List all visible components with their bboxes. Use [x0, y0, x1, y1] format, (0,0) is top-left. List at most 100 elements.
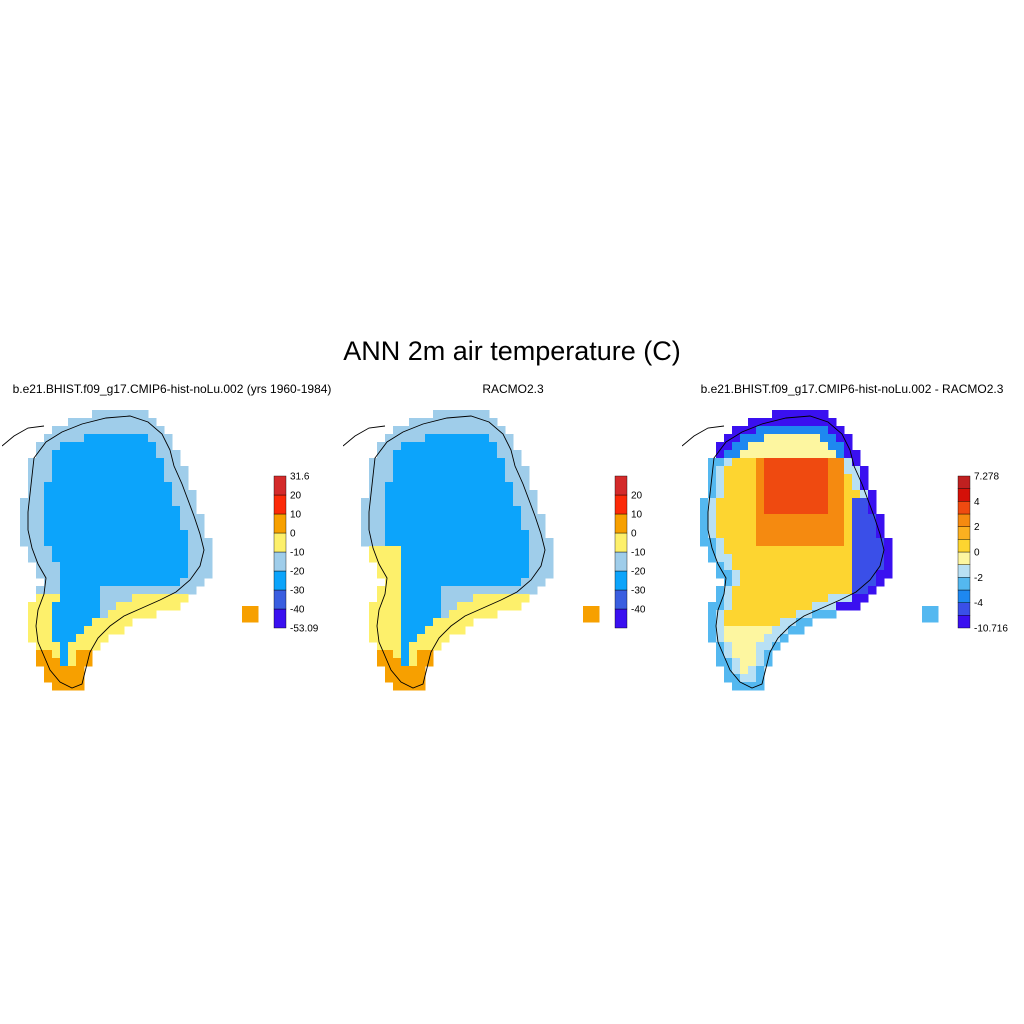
- grid-cell: [377, 466, 386, 475]
- grid-cell: [172, 530, 181, 539]
- grid-cell: [433, 634, 442, 643]
- grid-cell: [433, 506, 442, 515]
- grid-cell: [84, 594, 93, 603]
- grid-cell: [188, 490, 197, 499]
- grid-cell: [724, 450, 733, 459]
- grid-cell: [92, 530, 101, 539]
- grid-cell: [180, 546, 189, 555]
- grid-cell: [140, 450, 149, 459]
- grid-cell: [28, 530, 37, 539]
- grid-cell: [780, 578, 789, 587]
- grid-cell: [76, 546, 85, 555]
- grid-cell: [100, 562, 109, 571]
- grid-cell: [457, 514, 466, 523]
- grid-cell: [836, 466, 845, 475]
- grid-cell: [521, 522, 530, 531]
- grid-cell: [820, 586, 829, 595]
- grid-cell: [377, 458, 386, 467]
- grid-cell: [433, 498, 442, 507]
- grid-cell: [930, 606, 939, 615]
- grid-cell: [489, 482, 498, 491]
- grid-cell: [828, 482, 837, 491]
- grid-cell: [465, 426, 474, 435]
- colorbar-label: 2: [974, 522, 980, 533]
- grid-cell: [740, 682, 749, 691]
- grid-cell: [836, 578, 845, 587]
- grid-cell: [537, 570, 546, 579]
- grid-cell: [401, 674, 410, 683]
- grid-cell: [449, 490, 458, 499]
- panel-title-obs: RACMO2.3: [482, 382, 544, 396]
- grid-cell: [441, 562, 450, 571]
- grid-cell: [764, 626, 773, 635]
- grid-cell: [385, 458, 394, 467]
- grid-cell: [860, 482, 869, 491]
- grid-cell: [44, 618, 53, 627]
- colorbar-swatch: [614, 551, 628, 572]
- grid-cell: [172, 498, 181, 507]
- grid-cell: [788, 554, 797, 563]
- grid-cell: [812, 514, 821, 523]
- grid-cell: [68, 442, 77, 451]
- grid-cell: [489, 602, 498, 611]
- grid-cell: [836, 442, 845, 451]
- grid-cell: [68, 594, 77, 603]
- grid-cell: [180, 514, 189, 523]
- grid-cell: [369, 498, 378, 507]
- grid-cell: [740, 434, 749, 443]
- grid-cell: [132, 498, 141, 507]
- grid-cell: [188, 562, 197, 571]
- grid-cell: [28, 554, 37, 563]
- grid-cell: [449, 418, 458, 427]
- grid-cell: [100, 506, 109, 515]
- grid-cell: [60, 594, 69, 603]
- grid-cell: [385, 490, 394, 499]
- grid-cell: [76, 626, 85, 635]
- grid-cell: [20, 514, 29, 523]
- grid-cell: [100, 634, 109, 643]
- grid-cell: [844, 586, 853, 595]
- grid-cell: [92, 458, 101, 467]
- grid-cell: [489, 434, 498, 443]
- grid-cell: [457, 498, 466, 507]
- grid-cell: [489, 538, 498, 547]
- grid-cell: [804, 514, 813, 523]
- grid-cell: [132, 410, 141, 419]
- grid-cell: [60, 554, 69, 563]
- grid-cell: [732, 474, 741, 483]
- grid-cell: [780, 410, 789, 419]
- grid-cell: [393, 458, 402, 467]
- grid-cell: [724, 586, 733, 595]
- colorbar-label: -10.716: [974, 624, 1008, 635]
- grid-cell: [433, 530, 442, 539]
- grid-cell: [401, 434, 410, 443]
- grid-cell: [772, 434, 781, 443]
- grid-cell: [108, 466, 117, 475]
- grid-cell: [68, 634, 77, 643]
- grid-cell: [417, 642, 426, 651]
- grid-cell: [716, 562, 725, 571]
- grid-cell: [788, 586, 797, 595]
- grid-cell: [84, 506, 93, 515]
- grid-cell: [92, 602, 101, 611]
- grid-cell: [369, 522, 378, 531]
- grid-cell: [124, 450, 133, 459]
- grid-cell: [489, 442, 498, 451]
- colorbar-swatch: [957, 501, 971, 515]
- grid-cell: [393, 466, 402, 475]
- grid-cell: [852, 522, 861, 531]
- grid-cell: [84, 474, 93, 483]
- grid-cell: [425, 474, 434, 483]
- grid-cell: [529, 538, 538, 547]
- coastline: [27, 415, 205, 689]
- grid-cell: [788, 490, 797, 499]
- grid-cell: [732, 538, 741, 547]
- grid-cell: [481, 410, 490, 419]
- grid-cell: [804, 490, 813, 499]
- grid-cell: [828, 522, 837, 531]
- grid-cell: [740, 458, 749, 467]
- grid-cell: [425, 570, 434, 579]
- grid-cell: [52, 666, 61, 675]
- grid-cell: [124, 434, 133, 443]
- grid-cell: [449, 466, 458, 475]
